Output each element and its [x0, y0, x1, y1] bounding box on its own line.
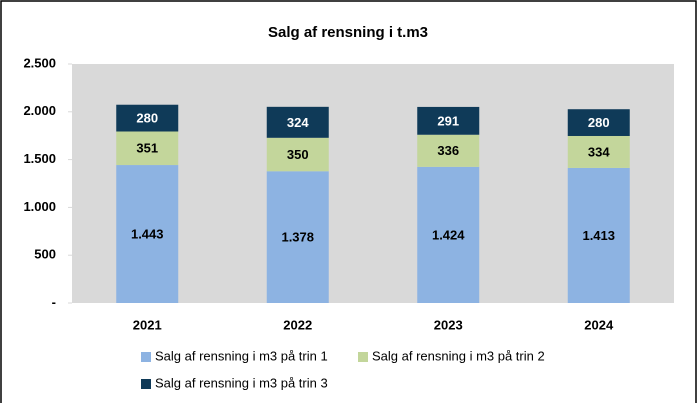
- y-tick-label: -: [52, 294, 56, 309]
- data-label: 351: [136, 141, 158, 156]
- data-label: 280: [588, 115, 610, 130]
- bar-segment: [417, 106, 480, 135]
- legend-swatch: [141, 352, 151, 362]
- bar-segment: [266, 137, 329, 172]
- bar-segment: [567, 135, 630, 168]
- data-label: 1.413: [582, 228, 615, 243]
- y-tick-label: 2.000: [23, 103, 56, 118]
- bar-segment: [567, 167, 630, 303]
- chart-title: Salg af rensning i t.m3: [268, 24, 428, 41]
- bar-segment: [567, 109, 630, 136]
- legend-label: Salg af rensning i m3 på trin 1: [155, 348, 328, 363]
- x-tick-label: 2022: [283, 317, 312, 332]
- data-label: 334: [588, 144, 610, 159]
- bar-segment: [116, 131, 179, 166]
- data-label: 1.424: [432, 227, 465, 242]
- data-label: 1.378: [281, 230, 314, 245]
- x-tick-label: 2024: [584, 317, 614, 332]
- data-label: 336: [437, 143, 459, 158]
- legend-swatch: [358, 352, 368, 362]
- bar-segment: [116, 104, 179, 132]
- bar-segment: [266, 106, 329, 138]
- legend-swatch: [141, 379, 151, 389]
- x-tick-label: 2021: [133, 317, 162, 332]
- y-tick-label: 2.500: [23, 55, 56, 70]
- data-label: 350: [287, 147, 309, 162]
- data-label: 291: [437, 113, 459, 128]
- y-tick-label: 1.500: [23, 151, 56, 166]
- bar-segment: [417, 134, 480, 167]
- y-tick-label: 1.000: [23, 199, 56, 214]
- data-label: 280: [136, 111, 158, 126]
- legend-label: Salg af rensning i m3 på trin 2: [372, 348, 545, 363]
- x-tick-label: 2023: [434, 317, 463, 332]
- bar-segment: [116, 165, 179, 303]
- y-tick-label: 500: [34, 247, 56, 262]
- bar-segment: [417, 166, 480, 303]
- bar-segment: [266, 171, 329, 303]
- data-label: 1.443: [131, 226, 164, 241]
- data-label: 324: [287, 115, 309, 130]
- legend-label: Salg af rensning i m3 på trin 3: [155, 375, 328, 390]
